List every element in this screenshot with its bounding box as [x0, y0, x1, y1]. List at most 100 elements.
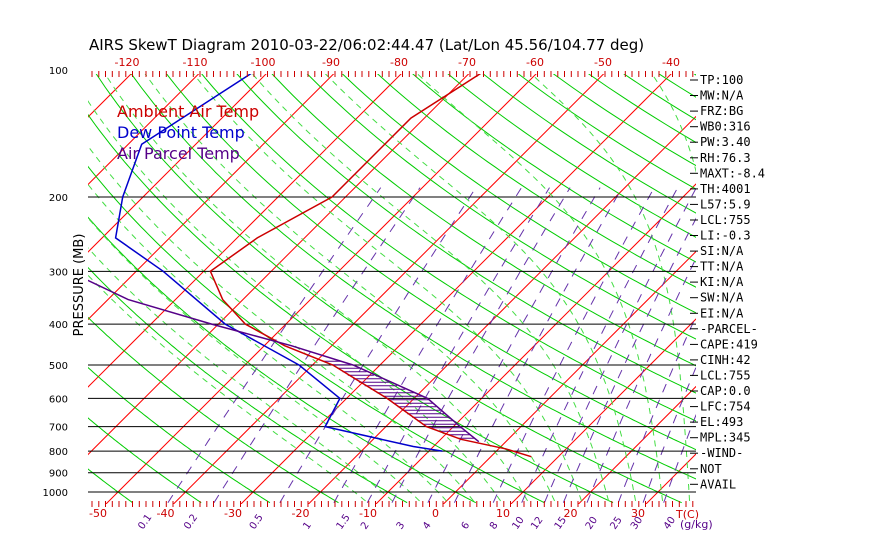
mixing-ratio-line	[543, 187, 696, 503]
dry-adiabat-line	[447, 74, 696, 238]
dry-adiabat-line	[88, 165, 545, 504]
legend-ambient-air-temp: Ambient Air Temp	[117, 102, 259, 121]
dry-adiabat-line	[341, 74, 696, 314]
pressure-label: 400	[49, 320, 68, 331]
dry-adiabat-line	[658, 74, 696, 98]
mixing-ratio-line	[642, 366, 696, 503]
mixing-ratio-line	[279, 187, 477, 503]
stats-line: LCL:755	[700, 213, 751, 227]
axis-ticks	[91, 71, 694, 507]
bottom-temperature-label: -50	[89, 507, 107, 520]
air-parcel-temp-line	[88, 279, 480, 443]
temperature-unit-label: T(C)	[675, 508, 699, 521]
isotherm-line	[510, 318, 696, 504]
dry-adiabat-line	[0, 61, 64, 503]
moist-adiabat-line	[324, 74, 637, 502]
bottom-temperature-label: -10	[359, 507, 377, 520]
mixing-ratio-label: 3	[395, 520, 408, 532]
mixing-ratio-line	[167, 187, 382, 503]
isobar-lines	[88, 196, 696, 493]
mixing-ratio-label: 10	[510, 515, 526, 532]
mixing-ratio-label: 12	[529, 515, 545, 532]
isotherm-line	[442, 250, 696, 504]
mixing-ratio-line	[617, 315, 696, 503]
mixing-ratio-line	[333, 187, 522, 503]
bottom-temperature-label: 10	[496, 507, 510, 520]
dry-adiabat-line	[271, 74, 696, 367]
mixing-ratio-line	[391, 187, 571, 503]
bottom-temperature-label: 30	[631, 507, 645, 520]
stats-line: WB0:316	[700, 120, 751, 134]
stats-line: EI:N/A	[700, 306, 744, 320]
isotherm-line	[88, 74, 267, 253]
isotherm-line	[833, 40, 870, 520]
mixing-ratio-unit-label: (g/kg)	[680, 518, 713, 531]
moist-adiabat-line	[88, 183, 447, 502]
mixing-ratio-label: 4	[421, 520, 434, 532]
dry-adiabat-line	[777, 61, 870, 503]
dry-adiabat-line	[742, 61, 870, 503]
stats-line: LI:-0.3	[700, 229, 751, 243]
moist-adiabat-line	[88, 217, 420, 502]
bottom-temperature-label: 20	[564, 507, 578, 520]
isotherm-line	[240, 74, 672, 504]
stats-line: EL:493	[700, 415, 743, 429]
dry-adiabat-line	[412, 74, 696, 263]
stats-line: TP:100	[700, 73, 743, 87]
mixing-ratio-label: 2	[359, 520, 372, 532]
pressure-label: 100	[49, 66, 68, 77]
top-temperature-label: -110	[183, 56, 208, 69]
mixing-ratio-line	[366, 187, 550, 503]
stats-line: KI:N/A	[700, 275, 744, 289]
stats-line: CAP:0.0	[700, 384, 751, 398]
stats-line: TT:N/A	[700, 260, 744, 274]
isotherm-line	[88, 74, 402, 388]
mixing-ratio-line	[562, 217, 696, 503]
dry-adiabat-line	[201, 74, 696, 422]
stats-line: CAPE:419	[700, 337, 758, 351]
stats-line: MAXT:-8.4	[700, 166, 765, 180]
stats-line: SW:N/A	[700, 291, 744, 305]
isotherm-line	[88, 74, 335, 321]
dry-adiabat-line	[846, 61, 870, 503]
mixing-ratio-label: 0.2	[182, 512, 200, 531]
moist-adiabat-line	[88, 247, 393, 502]
isotherm-line	[105, 74, 537, 504]
stats-line: SI:N/A	[700, 244, 744, 258]
y-axis-label: PRESSURE (MB)	[72, 234, 87, 337]
isotherm-line	[577, 385, 696, 504]
mixing-ratio-line	[521, 187, 679, 503]
mixing-ratio-line	[492, 187, 655, 503]
bottom-temperature-labels: -50 -40 -30 -20 -10 0 10 20 30	[89, 507, 645, 520]
bottom-temperature-label: 0	[432, 507, 439, 520]
mixing-ratio-label: 20	[584, 515, 600, 532]
stats-line: RH:76.3	[700, 151, 751, 165]
top-temperature-label: -90	[322, 56, 340, 69]
bottom-temperature-label: -30	[224, 507, 242, 520]
mixing-ratio-label: 0.1	[136, 512, 154, 531]
isotherm-line	[0, 40, 30, 520]
stats-line: LFC:754	[700, 400, 751, 414]
bottom-temperature-label: -20	[292, 507, 310, 520]
moist-adiabat-line	[193, 74, 583, 502]
legend-air-parcel-temp: Air Parcel Temp	[117, 144, 240, 163]
stats-line: -WIND-	[700, 446, 743, 460]
pressure-labels: 100 200 300 400 500 600 700 800 900 1000	[43, 66, 68, 499]
pressure-label: 700	[49, 423, 68, 434]
mixing-ratio-label: 8	[488, 520, 501, 532]
moist-adiabat-lines	[88, 74, 696, 502]
dry-adiabat-line	[811, 61, 870, 503]
dry-adiabat-line	[236, 74, 696, 394]
stats-line: FRZ:BG	[700, 104, 743, 118]
mixing-ratio-label: 25	[608, 515, 624, 532]
moist-adiabat-line	[251, 74, 610, 502]
plot-area	[0, 40, 870, 520]
moist-adiabat-line	[144, 74, 556, 502]
top-temperature-label: -40	[662, 56, 680, 69]
isotherm-lines	[0, 40, 870, 520]
top-temperature-label: -60	[526, 56, 544, 69]
stats-line: AVAIL	[700, 477, 736, 491]
stats-line: NOT	[700, 462, 722, 476]
bottom-temperature-label: -40	[157, 507, 175, 520]
